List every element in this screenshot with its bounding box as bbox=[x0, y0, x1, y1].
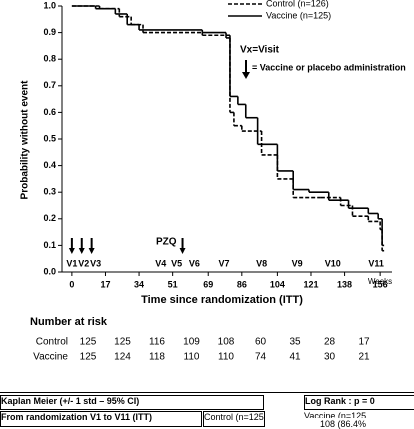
admin-arrow-head bbox=[179, 248, 186, 254]
key-arrow: = Vaccine or placebo administration bbox=[252, 62, 406, 72]
visit-label: V9 bbox=[292, 258, 303, 268]
risk-row-label: Control bbox=[36, 337, 68, 348]
admin-arrow-head bbox=[78, 248, 85, 254]
x-tick-label: 0 bbox=[69, 279, 74, 289]
y-tick-label: 0.7 bbox=[43, 80, 56, 90]
risk-value: 108 bbox=[218, 337, 235, 348]
x-tick-label: 34 bbox=[134, 279, 144, 289]
visit-label: V4 bbox=[155, 258, 166, 268]
risk-value: 118 bbox=[149, 352, 165, 363]
key-arrow-head bbox=[242, 72, 250, 79]
y-tick-label: 1.0 bbox=[43, 0, 56, 10]
risk-value: 124 bbox=[114, 352, 131, 363]
chart: Probability without event Time since ran… bbox=[20, 0, 406, 363]
key-visit: Vx=Visit bbox=[240, 45, 280, 56]
x-tick-label: 69 bbox=[203, 279, 213, 289]
vaccine-header: Vaccine (n=125 bbox=[304, 411, 367, 418]
control-header: Control (n=125) bbox=[203, 411, 265, 427]
risk-value: 28 bbox=[324, 337, 336, 348]
x-tick-label: 156 bbox=[373, 279, 388, 289]
y-tick-label: 0.0 bbox=[43, 266, 56, 276]
x-tick-label: 86 bbox=[237, 279, 247, 289]
vaccine-value: 108 (86.4% bbox=[320, 419, 367, 429]
risk-value: 35 bbox=[289, 337, 301, 348]
risk-value: 30 bbox=[324, 352, 336, 363]
risk-value: 17 bbox=[358, 337, 370, 348]
x-axis-label: Time since randomization (ITT) bbox=[141, 294, 303, 306]
visit-label: V6 bbox=[189, 258, 200, 268]
y-tick-label: 0.9 bbox=[43, 27, 56, 37]
y-tick-label: 0.1 bbox=[43, 240, 56, 250]
visit-label: V5 bbox=[171, 258, 182, 268]
risk-value: 125 bbox=[80, 352, 97, 363]
visit-label: V11 bbox=[368, 258, 384, 268]
visit-label: V3 bbox=[90, 258, 101, 268]
visit-label: V2 bbox=[78, 258, 89, 268]
y-tick-label: 0.3 bbox=[43, 187, 56, 197]
y-tick-label: 0.8 bbox=[43, 54, 56, 64]
y-tick-label: 0.2 bbox=[43, 213, 56, 223]
visit-label: V1 bbox=[66, 258, 77, 268]
risk-value: 116 bbox=[149, 337, 165, 348]
legend-label: Control (n=126) bbox=[266, 0, 329, 8]
x-tick-label: 121 bbox=[303, 279, 318, 289]
summary-subtitle: From randomization V1 to V11 (ITT) bbox=[0, 411, 202, 427]
risk-value: 109 bbox=[183, 337, 200, 348]
visit-label: V8 bbox=[256, 258, 267, 268]
pzq-label: PZQ bbox=[156, 237, 177, 248]
x-tick-label: 138 bbox=[337, 279, 352, 289]
admin-arrow-head bbox=[88, 248, 95, 254]
x-tick-label: 104 bbox=[270, 279, 285, 289]
risk-row-label: Vaccine bbox=[33, 352, 68, 363]
y-tick-label: 0.6 bbox=[43, 107, 56, 117]
risk-title: Number at risk bbox=[30, 316, 108, 328]
x-unit-note: Weeks bbox=[368, 277, 392, 286]
risk-value: 74 bbox=[255, 352, 267, 363]
risk-value: 41 bbox=[289, 352, 301, 363]
risk-value: 110 bbox=[184, 352, 200, 363]
risk-value: 21 bbox=[358, 352, 370, 363]
risk-value: 125 bbox=[114, 337, 131, 348]
admin-arrow-head bbox=[68, 248, 75, 254]
logrank: Log Rank : p = 0 bbox=[304, 395, 414, 410]
risk-value: 60 bbox=[255, 337, 267, 348]
risk-value: 110 bbox=[218, 352, 234, 363]
summary-title: Kaplan Meier (+/- 1 std – 95% CI) bbox=[0, 395, 264, 410]
summary-table: Kaplan Meier (+/- 1 std – 95% CI) From r… bbox=[0, 392, 414, 429]
x-tick-label: 51 bbox=[168, 279, 178, 289]
visit-label: V7 bbox=[219, 258, 230, 268]
x-tick-label: 17 bbox=[100, 279, 110, 289]
legend-label: Vaccine (n=125) bbox=[266, 10, 331, 20]
y-tick-label: 0.4 bbox=[43, 160, 56, 170]
y-tick-label: 0.5 bbox=[43, 133, 56, 143]
y-axis-label: Probability without event bbox=[20, 80, 31, 200]
visit-label: V10 bbox=[325, 258, 341, 268]
risk-value: 125 bbox=[80, 337, 97, 348]
